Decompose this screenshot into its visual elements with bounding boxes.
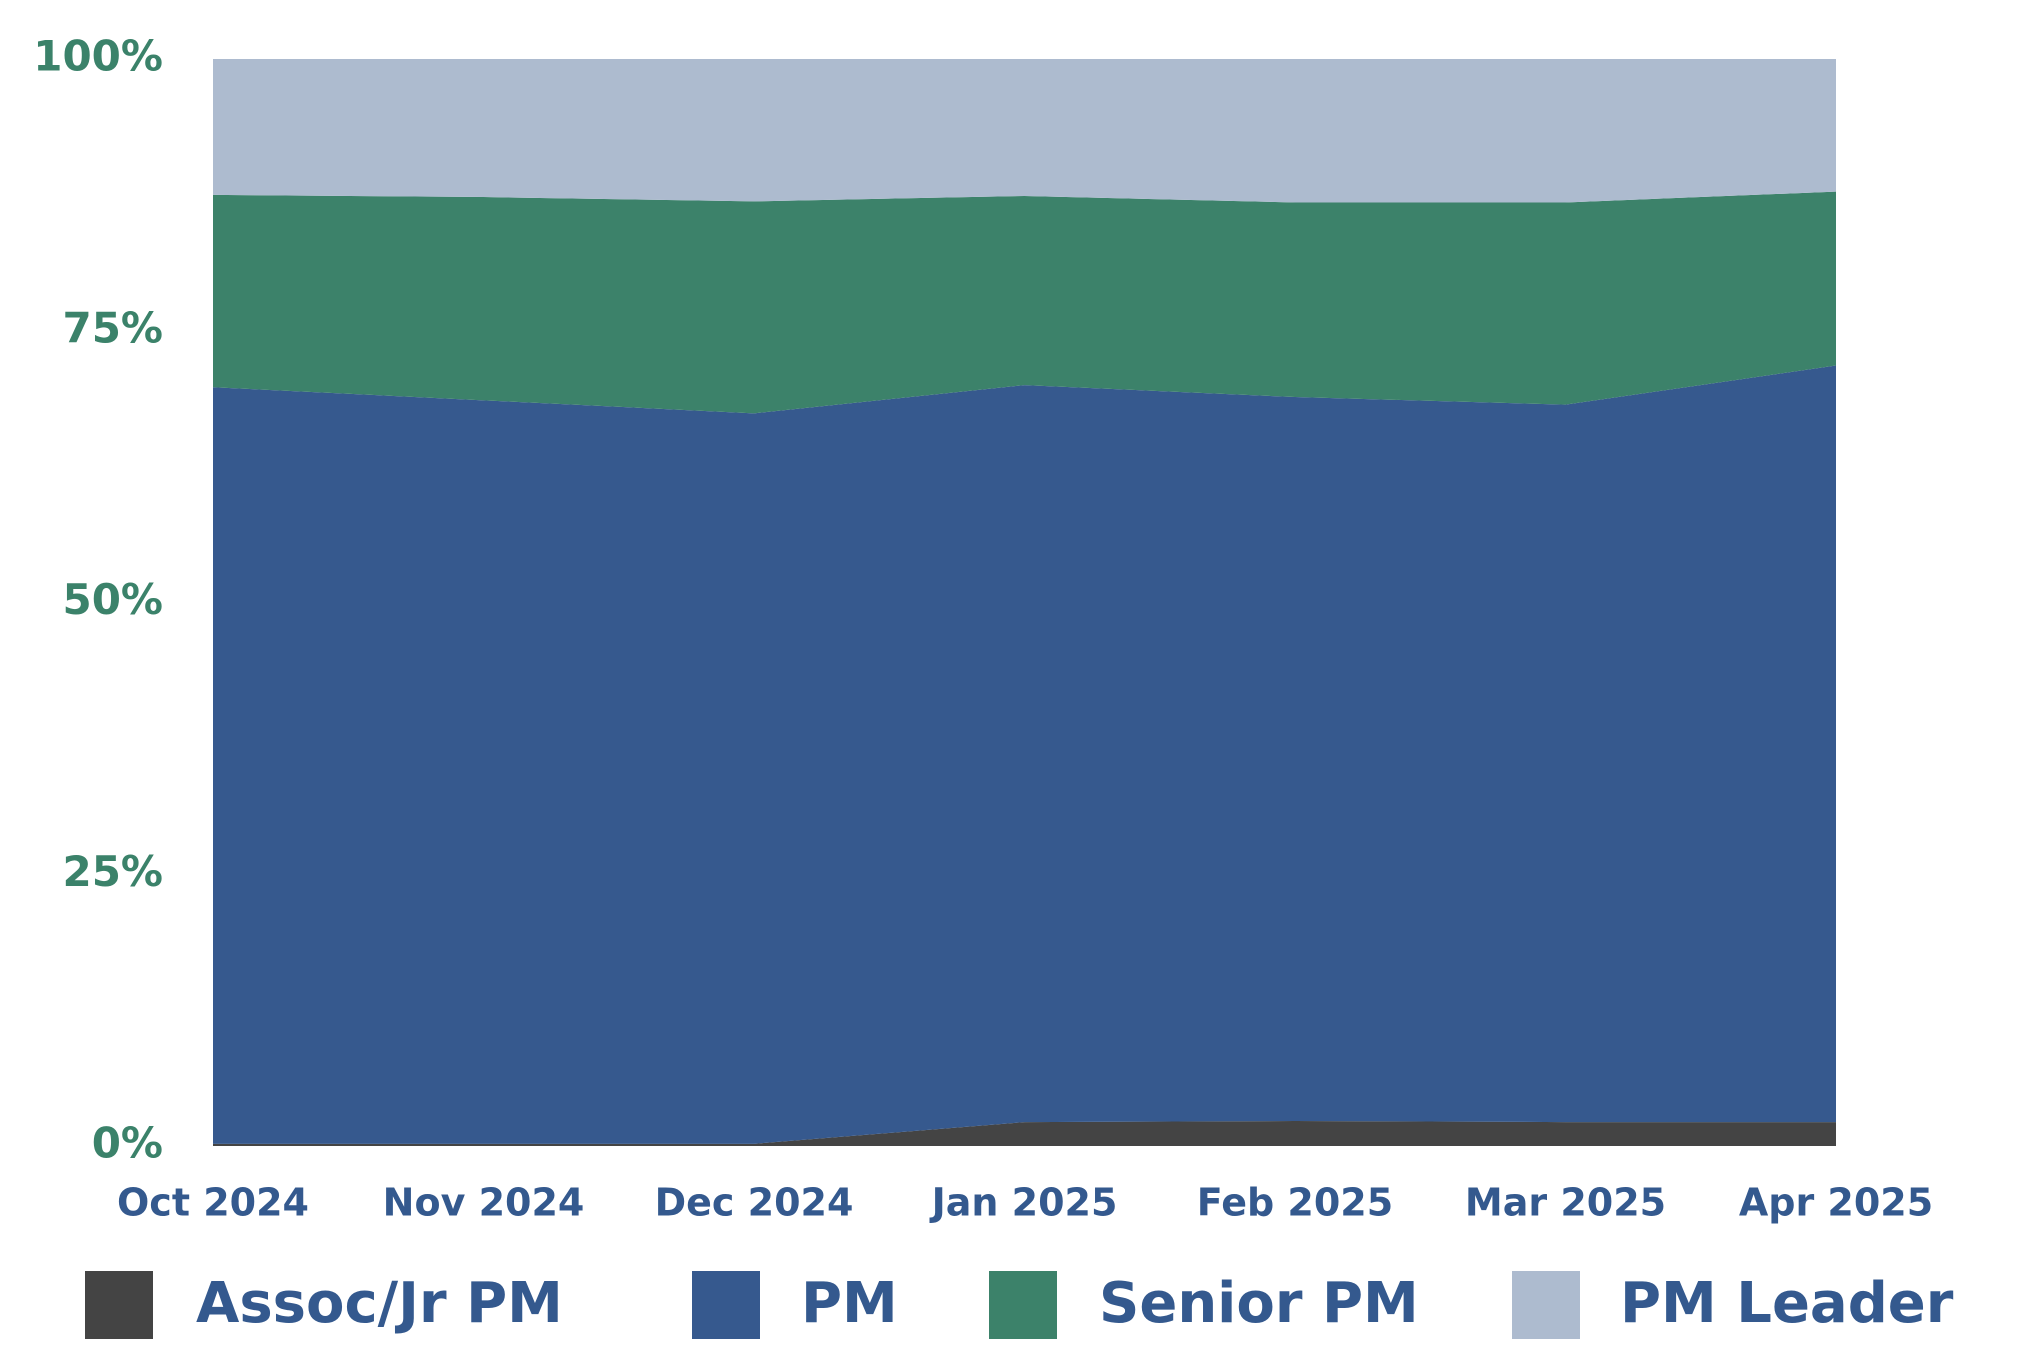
legend-swatch <box>85 1271 153 1339</box>
x-tick-label: Apr 2025 <box>1739 1181 1933 1225</box>
y-tick-label: 100% <box>33 32 163 81</box>
area <box>213 365 1836 1144</box>
y-tick-label: 50% <box>62 575 163 624</box>
legend-swatch <box>1512 1271 1580 1339</box>
area <box>213 59 1836 203</box>
legend-swatch <box>989 1271 1057 1339</box>
x-tick-label: Oct 2024 <box>117 1181 309 1225</box>
area <box>213 1120 1836 1146</box>
legend-swatch <box>692 1271 760 1339</box>
x-tick-label: Jan 2025 <box>929 1181 1118 1225</box>
area <box>213 191 1836 414</box>
legend-label: Senior PM <box>1099 1271 1419 1336</box>
y-tick-label: 75% <box>62 303 163 352</box>
x-tick-label: Mar 2025 <box>1465 1181 1666 1225</box>
legend-label: PM Leader <box>1620 1271 1954 1336</box>
y-tick-label: 25% <box>62 847 163 896</box>
x-tick-label: Feb 2025 <box>1197 1181 1393 1225</box>
y-tick-label: 0% <box>92 1119 163 1168</box>
legend-label: Assoc/Jr PM <box>196 1271 563 1336</box>
x-tick-label: Dec 2024 <box>655 1181 854 1225</box>
x-tick-label: Nov 2024 <box>383 1181 585 1225</box>
legend-label: PM <box>801 1271 898 1336</box>
